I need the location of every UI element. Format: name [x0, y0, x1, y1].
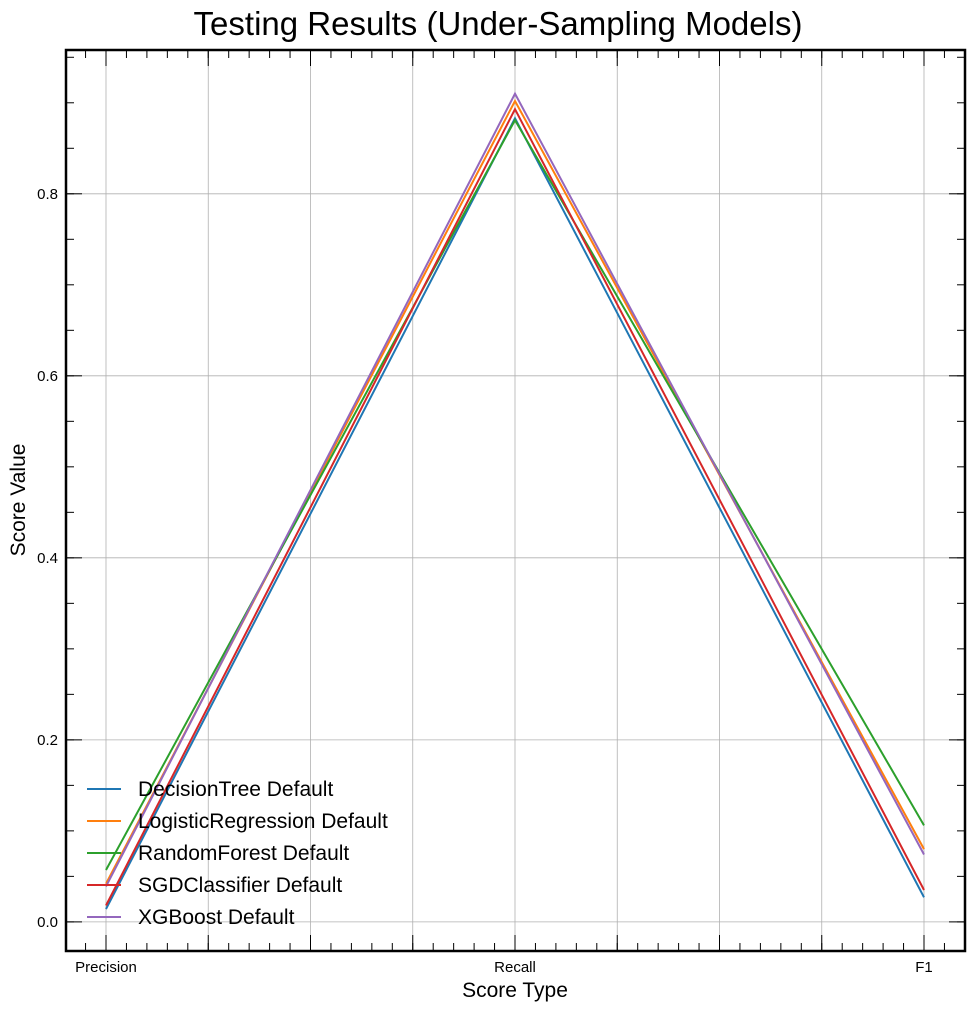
- x-axis-label: Score Type: [462, 979, 568, 1002]
- chart-title: Testing Results (Under-Sampling Models): [194, 5, 803, 42]
- x-tick-label: F1: [915, 959, 933, 976]
- legend-label: RandomForest Default: [138, 842, 349, 865]
- legend-label: SGDClassifier Default: [138, 874, 342, 897]
- legend-label: LogisticRegression Default: [138, 810, 388, 833]
- grid-lines: [66, 50, 965, 951]
- y-tick-label: 0.4: [37, 550, 58, 567]
- y-axis-label: Score Value: [7, 444, 30, 557]
- major-ticks: [66, 50, 965, 951]
- plot-frame: [64, 48, 967, 953]
- x-tick-label: Recall: [494, 959, 536, 976]
- y-tick-label: 0.6: [37, 368, 58, 385]
- legend-label: DecisionTree Default: [138, 778, 333, 801]
- y-tick-label: 0.2: [37, 732, 58, 749]
- x-tick-label: Precision: [75, 959, 137, 976]
- legend-label: XGBoost Default: [138, 906, 295, 929]
- x-tick-labels: Precision Recall F1: [75, 959, 933, 976]
- y-tick-label: 0.8: [37, 186, 58, 203]
- series-lines: [105, 91, 925, 910]
- legend: DecisionTree Default LogisticRegression D…: [87, 778, 388, 929]
- y-tick-labels: 0.0 0.2 0.4 0.6 0.8: [37, 186, 58, 931]
- series-line: [105, 107, 925, 906]
- y-tick-label: 0.0: [37, 914, 58, 931]
- series-line: [105, 91, 925, 887]
- plot-area: [64, 48, 967, 953]
